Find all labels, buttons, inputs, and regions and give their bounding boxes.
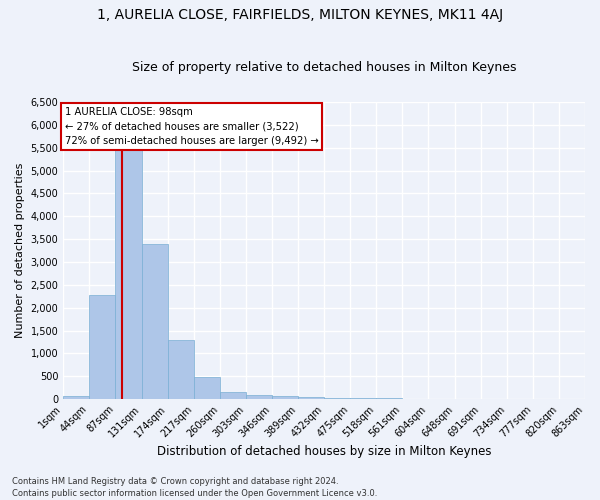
Text: Contains HM Land Registry data © Crown copyright and database right 2024.
Contai: Contains HM Land Registry data © Crown c… (12, 476, 377, 498)
Bar (89, 295, 115, 399)
Bar (168, 340, 194, 399)
Y-axis label: Number of detached properties: Number of detached properties (15, 163, 25, 338)
Text: 1 AURELIA CLOSE: 98sqm
← 27% of detached houses are smaller (3,522)
72% of semi-: 1 AURELIA CLOSE: 98sqm ← 27% of detached… (65, 106, 318, 146)
Bar (376, 398, 402, 399)
Bar (194, 377, 220, 399)
Bar (350, 398, 376, 399)
Bar (272, 396, 298, 399)
Bar (142, 244, 168, 399)
Bar (115, 150, 142, 399)
X-axis label: Distribution of detached houses by size in Milton Keynes: Distribution of detached houses by size … (157, 444, 491, 458)
Bar (246, 395, 272, 399)
Title: Size of property relative to detached houses in Milton Keynes: Size of property relative to detached ho… (132, 62, 517, 74)
Bar (324, 398, 350, 399)
Bar (298, 397, 324, 399)
Text: 1, AURELIA CLOSE, FAIRFIELDS, MILTON KEYNES, MK11 4AJ: 1, AURELIA CLOSE, FAIRFIELDS, MILTON KEY… (97, 8, 503, 22)
Bar (63, 396, 89, 399)
Bar (220, 392, 246, 399)
